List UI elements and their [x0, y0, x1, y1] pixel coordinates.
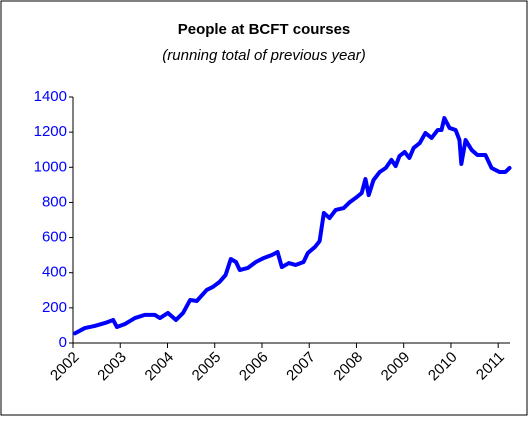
y-tick-label: 1000: [34, 158, 67, 175]
chart-title: People at BCFT courses: [178, 21, 351, 38]
y-tick-label: 1200: [34, 123, 67, 140]
y-tick-label: 400: [42, 264, 67, 281]
y-tick-label: 800: [42, 193, 67, 210]
data-line: [72, 116, 512, 336]
chart-subtitle: (running total of previous year): [162, 47, 365, 64]
y-tick-label: 200: [42, 299, 67, 316]
y-tick-label: 600: [42, 229, 67, 246]
y-tick-label: 0: [59, 334, 67, 351]
y-tick-label: 1400: [34, 88, 67, 105]
